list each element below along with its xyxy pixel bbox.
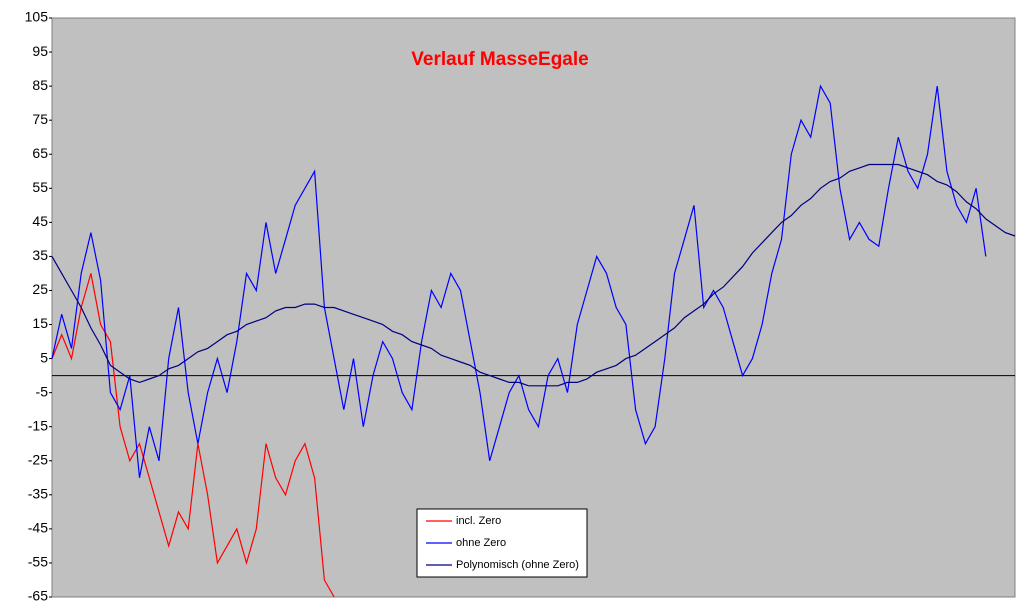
y-tick-label: -45 — [28, 520, 48, 536]
y-tick-label: -5 — [36, 383, 49, 399]
y-tick-label: -15 — [28, 417, 48, 433]
y-tick-label: 5 — [40, 349, 48, 365]
y-tick-label: 65 — [32, 145, 48, 161]
y-tick-label: 25 — [32, 281, 48, 297]
legend-label: ohne Zero — [456, 537, 506, 549]
chart-title: Verlauf MasseEgale — [411, 49, 588, 70]
series-line — [51, 273, 335, 598]
y-tick-label: 85 — [32, 77, 48, 93]
y-tick-label: -65 — [28, 588, 48, 604]
y-tick-label: 55 — [32, 179, 48, 195]
series-line — [51, 163, 1016, 387]
legend-label: incl. Zero — [456, 515, 501, 527]
y-tick-label: 35 — [32, 247, 48, 263]
y-tick-label: 105 — [25, 9, 49, 25]
y-tick-label: 15 — [32, 315, 48, 331]
y-tick-label: 75 — [32, 111, 48, 127]
series-line — [51, 84, 987, 478]
y-tick-label: 95 — [32, 43, 48, 59]
legend-label: Polynomisch (ohne Zero) — [456, 559, 579, 571]
y-tick-label: -55 — [28, 554, 48, 570]
marks — [51, 84, 1016, 598]
plot-area — [51, 17, 1016, 598]
y-tick-label: -25 — [28, 451, 48, 467]
y-tick-label: 45 — [32, 213, 48, 229]
y-tick-label: -35 — [28, 486, 48, 502]
